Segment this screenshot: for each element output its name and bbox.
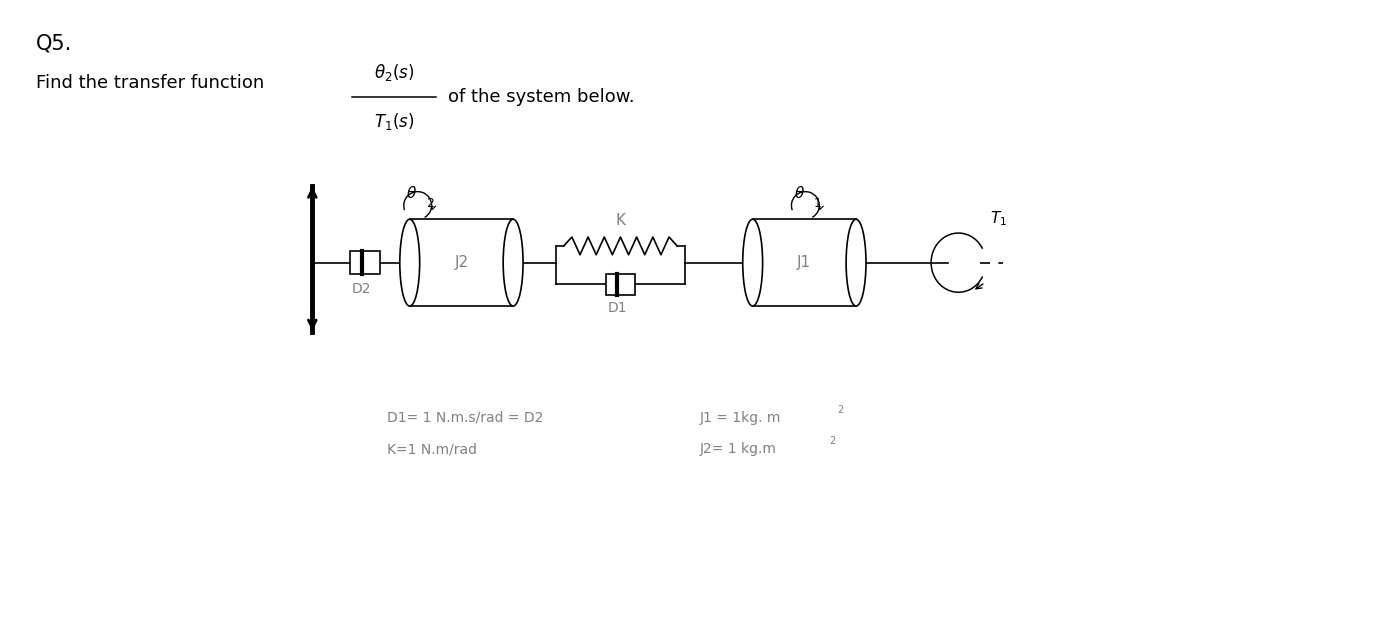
Text: $\theta$: $\theta$ (794, 185, 805, 202)
Text: 2: 2 (426, 197, 434, 210)
Text: $T_1(s)$: $T_1(s)$ (374, 111, 415, 132)
Ellipse shape (399, 219, 420, 306)
Ellipse shape (846, 219, 866, 306)
Bar (350, 251, 380, 274)
Text: $T_1$: $T_1$ (990, 210, 1008, 228)
Text: 1: 1 (814, 197, 821, 210)
Text: $\theta$: $\theta$ (406, 185, 417, 202)
Text: Find the transfer function: Find the transfer function (36, 74, 269, 92)
Ellipse shape (743, 219, 762, 306)
Ellipse shape (503, 219, 524, 306)
Bar (752, 219, 856, 306)
Text: J2: J2 (454, 255, 469, 270)
Text: K: K (616, 213, 625, 228)
Text: J1 = 1kg. m: J1 = 1kg. m (699, 411, 782, 425)
Text: D1= 1 N.m.s/rad = D2: D1= 1 N.m.s/rad = D2 (387, 411, 543, 425)
Text: Q5.: Q5. (36, 34, 73, 53)
Text: D1: D1 (607, 301, 627, 315)
Text: J2= 1 kg.m: J2= 1 kg.m (699, 442, 776, 456)
Text: K=1 N.m/rad: K=1 N.m/rad (387, 442, 477, 456)
Text: of the system below.: of the system below. (448, 88, 635, 106)
Text: D2: D2 (352, 282, 371, 297)
Bar (606, 274, 635, 295)
Text: 2: 2 (829, 436, 835, 447)
Text: 2: 2 (838, 405, 843, 415)
Text: J1: J1 (797, 255, 811, 270)
Bar (410, 219, 514, 306)
Text: $\theta_2(s)$: $\theta_2(s)$ (374, 62, 415, 83)
